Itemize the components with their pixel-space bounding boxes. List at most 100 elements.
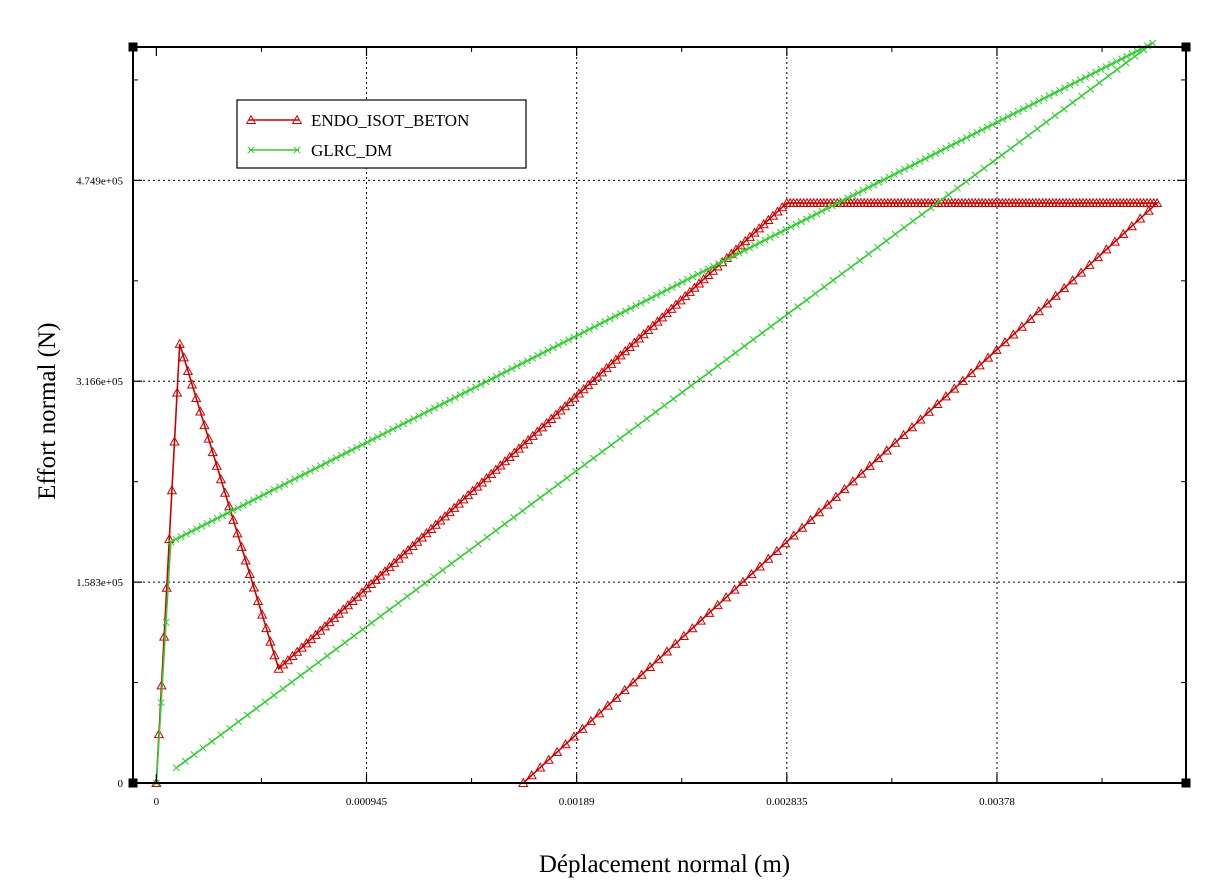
data-point bbox=[761, 236, 769, 244]
data-point bbox=[847, 476, 859, 486]
data-point bbox=[957, 375, 968, 385]
data-point bbox=[746, 568, 757, 579]
data-point bbox=[1071, 79, 1079, 87]
data-point bbox=[856, 468, 867, 478]
series-1 bbox=[152, 39, 1157, 787]
y-axis-title: Effort normal (N) bbox=[34, 323, 61, 500]
data-point bbox=[994, 118, 1002, 126]
data-point bbox=[918, 210, 926, 219]
data-point bbox=[1008, 329, 1019, 339]
data-point bbox=[653, 653, 664, 664]
data-point bbox=[549, 344, 557, 352]
y-tick-label: 4.749e+05 bbox=[76, 175, 123, 187]
data-point bbox=[1045, 92, 1053, 100]
data-point bbox=[536, 494, 544, 502]
data-point bbox=[737, 576, 749, 586]
data-point bbox=[260, 491, 268, 499]
data-point bbox=[968, 131, 976, 139]
data-point bbox=[982, 352, 994, 362]
data-point bbox=[839, 483, 850, 494]
data-point bbox=[526, 769, 537, 780]
data-point bbox=[1007, 145, 1015, 153]
data-point bbox=[589, 454, 598, 462]
data-point bbox=[864, 460, 875, 470]
data-point bbox=[1004, 113, 1012, 121]
series-0 bbox=[151, 197, 1163, 787]
data-point bbox=[811, 289, 819, 298]
data-point bbox=[957, 136, 965, 144]
data-point bbox=[678, 388, 686, 396]
data-point bbox=[763, 553, 774, 563]
data-point bbox=[585, 715, 597, 726]
data-point bbox=[167, 538, 175, 546]
data-point bbox=[670, 638, 681, 648]
data-point bbox=[859, 186, 867, 194]
data-point bbox=[669, 395, 677, 403]
data-point bbox=[771, 231, 779, 239]
data-point bbox=[291, 475, 299, 483]
data-point bbox=[598, 448, 606, 456]
data-point bbox=[257, 609, 268, 619]
data-point bbox=[1122, 59, 1130, 67]
data-point bbox=[668, 283, 676, 291]
data-point bbox=[658, 288, 666, 297]
data-point bbox=[551, 746, 563, 757]
data-point bbox=[839, 197, 847, 205]
data-point bbox=[963, 134, 971, 142]
data-point bbox=[543, 754, 554, 764]
data-point bbox=[348, 446, 356, 454]
data-point bbox=[1066, 81, 1074, 89]
data-point bbox=[1113, 65, 1121, 74]
data-point bbox=[731, 349, 740, 357]
data-point bbox=[699, 267, 707, 276]
data-point bbox=[999, 336, 1011, 347]
data-point bbox=[483, 533, 491, 541]
data-point bbox=[1104, 72, 1112, 80]
data-point bbox=[1087, 71, 1095, 79]
data-point bbox=[439, 566, 447, 574]
data-point bbox=[252, 595, 264, 606]
data-point bbox=[777, 228, 785, 236]
data-point bbox=[725, 254, 733, 262]
x-axis-title: Déplacement normal (m) bbox=[539, 851, 790, 878]
data-point bbox=[1112, 58, 1121, 66]
data-point bbox=[634, 421, 642, 429]
data-point bbox=[619, 684, 630, 695]
data-point bbox=[544, 346, 552, 354]
data-point bbox=[528, 354, 537, 362]
data-point bbox=[261, 698, 269, 706]
data-point bbox=[636, 669, 647, 679]
data-point bbox=[885, 173, 893, 181]
data-point bbox=[232, 528, 243, 538]
data-point bbox=[1101, 244, 1112, 254]
legend-label: ENDO_ISOT_BETON bbox=[311, 111, 469, 130]
data-point bbox=[780, 537, 791, 548]
data-point bbox=[735, 249, 743, 257]
data-point bbox=[420, 409, 428, 417]
data-point bbox=[1016, 321, 1028, 331]
data-point bbox=[311, 464, 320, 472]
data-point bbox=[709, 262, 717, 270]
data-point bbox=[802, 296, 811, 304]
data-point bbox=[1025, 313, 1036, 324]
data-point bbox=[410, 414, 418, 423]
data-point bbox=[353, 443, 361, 451]
data-point bbox=[602, 700, 613, 710]
data-point bbox=[788, 530, 799, 540]
data-point bbox=[341, 639, 349, 647]
data-point bbox=[568, 731, 580, 741]
data-point bbox=[916, 157, 924, 165]
data-point bbox=[881, 445, 892, 455]
data-point bbox=[403, 592, 411, 601]
data-point bbox=[989, 158, 997, 166]
data-point bbox=[838, 270, 846, 278]
data-point bbox=[746, 244, 754, 252]
data-point bbox=[643, 415, 651, 423]
data-point bbox=[1033, 125, 1041, 133]
data-point bbox=[399, 420, 407, 428]
data-point bbox=[157, 699, 165, 707]
data-point bbox=[1056, 86, 1064, 94]
data-point bbox=[534, 351, 542, 360]
data-point bbox=[865, 250, 873, 258]
